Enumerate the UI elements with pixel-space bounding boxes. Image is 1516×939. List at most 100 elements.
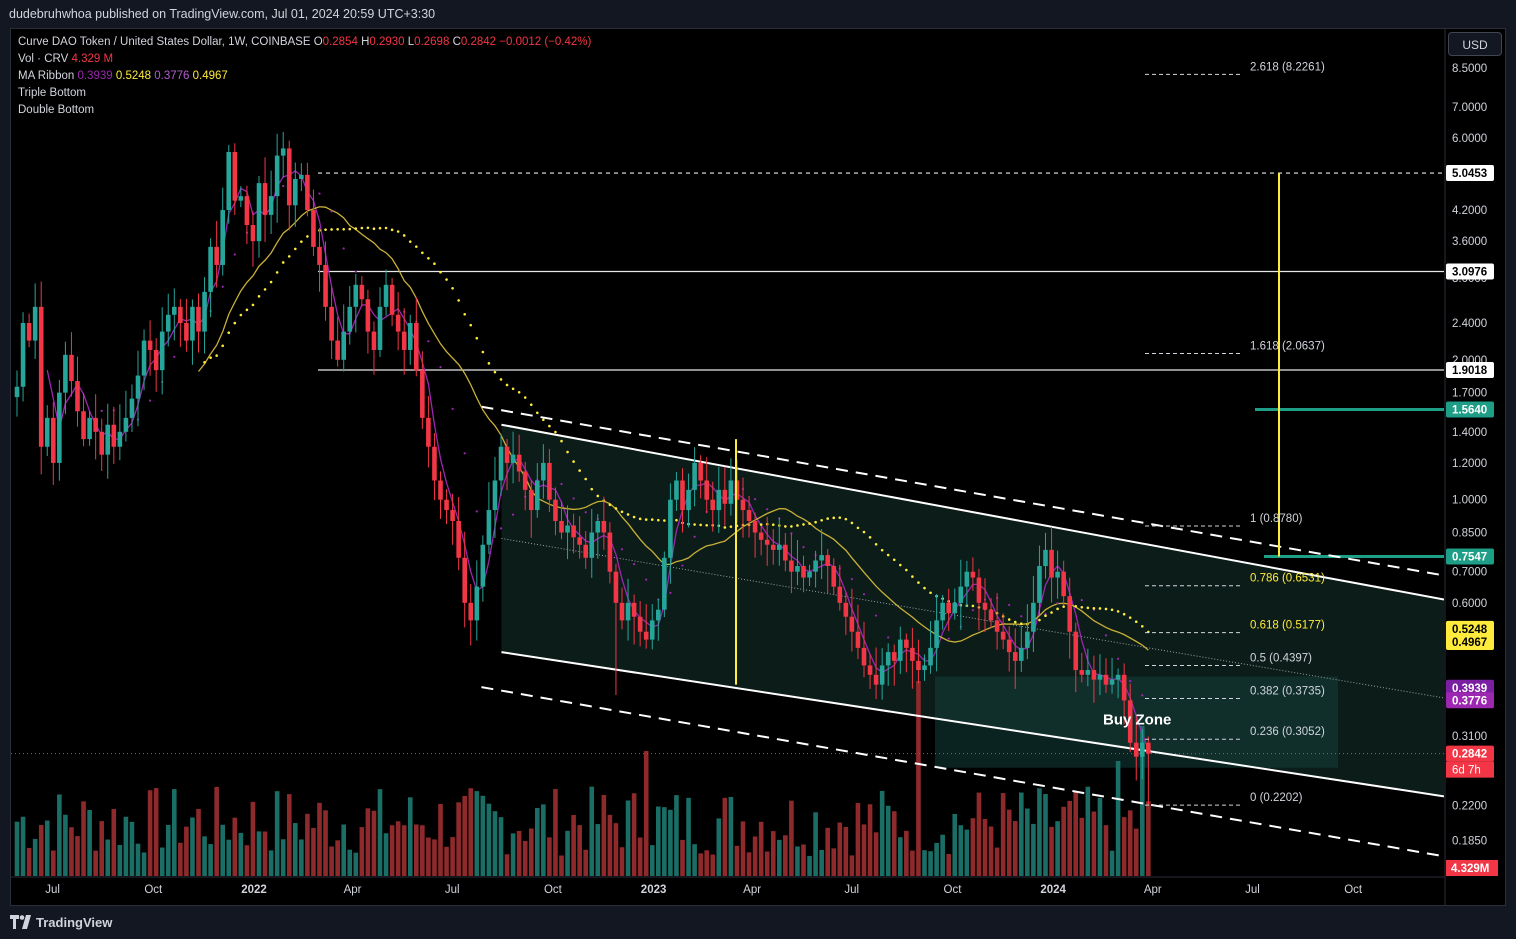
candle: [1079, 670, 1085, 675]
ma-ribbon-dot-4: [227, 331, 231, 335]
ma-ribbon-dot-4: [269, 280, 273, 284]
candle: [1025, 631, 1030, 648]
candle: [196, 306, 201, 332]
volume-bar: [244, 845, 250, 876]
volume-bar: [891, 811, 897, 876]
candle: [1073, 631, 1079, 671]
ma-ribbon-dot-4: [475, 336, 479, 340]
volume-bar: [450, 837, 455, 876]
y-axis-tick-label: 0.2200: [1452, 800, 1487, 812]
volume-bar: [32, 838, 38, 876]
ma-ribbon-dot-4: [620, 510, 624, 514]
legend-indicator-double-bottom[interactable]: Double Bottom: [18, 102, 591, 119]
volume-bar: [861, 824, 867, 876]
volume-bar: [559, 855, 564, 876]
fib-level-label: 1.618 (2.0637): [1250, 340, 1325, 352]
triple-bottom-label: Triple Bottom: [18, 87, 86, 99]
candle: [432, 446, 437, 481]
legend-indicator-triple-bottom[interactable]: Triple Bottom: [18, 85, 591, 102]
legend-ma-ribbon-row[interactable]: MA Ribbon 0.3939 0.5248 0.3776 0.4967: [18, 68, 591, 85]
ma-ribbon-dot-4: [1098, 607, 1102, 610]
volume-bar: [1115, 761, 1121, 876]
volume-bar: [601, 794, 607, 876]
ma-ribbon-dot-4: [451, 286, 454, 290]
candle: [680, 480, 685, 511]
volume-bar: [783, 835, 788, 876]
volume-bar: [202, 836, 207, 876]
x-axis-tick-label: Apr: [344, 884, 362, 896]
ma-ribbon-dot-4: [566, 450, 569, 454]
volume-bar: [305, 813, 310, 876]
candle: [153, 349, 159, 371]
candle: [692, 462, 697, 490]
volume-bar: [565, 830, 570, 876]
ma-ribbon-dot-4: [517, 390, 521, 394]
ma-ribbon-dot-4: [372, 227, 376, 231]
candle: [855, 631, 861, 648]
legend-volume-row[interactable]: Vol · CRV 4.329 M: [18, 51, 591, 68]
candle: [238, 196, 244, 201]
candle: [244, 196, 250, 226]
candle: [135, 375, 141, 399]
volume-bar: [849, 855, 855, 876]
volume-bar: [1085, 786, 1091, 876]
candle: [81, 411, 86, 440]
ma-ribbon-dot-4: [487, 362, 491, 365]
ma-ribbon-dot-4: [632, 515, 636, 519]
candle: [607, 532, 613, 572]
volume-bar: [595, 824, 601, 876]
ma-ribbon-dot-3: [173, 355, 176, 358]
candle: [547, 462, 552, 500]
candle: [32, 306, 38, 341]
ma-ribbon-dot-4: [1038, 618, 1041, 622]
candle: [553, 499, 558, 521]
candle: [752, 520, 758, 533]
ma-ribbon-value-1: 0.3939: [77, 70, 113, 82]
candle: [510, 454, 516, 463]
ma-ribbon-value-4: 0.4967: [192, 70, 228, 82]
candle: [468, 602, 474, 621]
level-tag-bg: [1446, 165, 1494, 182]
candle: [946, 602, 951, 614]
level-tag-bg: [1446, 401, 1494, 418]
ma-ribbon-dot-4: [759, 523, 763, 526]
legend-symbol-row[interactable]: Curve DAO Token / United States Dollar, …: [18, 34, 591, 51]
ma-ribbon-dot-4: [1092, 607, 1096, 610]
ma-ribbon-dot-3: [645, 578, 648, 581]
volume-bar: [607, 814, 613, 876]
volume-bar: [964, 829, 970, 876]
candle: [843, 602, 849, 617]
candle: [740, 499, 746, 511]
volume-bar: [105, 839, 111, 876]
low-value: 0.2698: [414, 36, 450, 48]
ma-ribbon-dot-3: [669, 591, 672, 594]
candle: [1000, 631, 1006, 640]
ma-ribbon-dot-3: [451, 407, 454, 411]
candle: [541, 462, 546, 481]
open-value: 0.2854: [322, 36, 358, 48]
x-axis-tick-label: Oct: [944, 884, 963, 896]
candle: [885, 652, 891, 666]
candle: [20, 323, 26, 387]
volume-bar: [807, 855, 812, 876]
volume-bar: [958, 825, 964, 876]
volume-bar: [111, 808, 117, 876]
bottom-bar: [0, 906, 1516, 939]
candle: [311, 210, 316, 247]
currency-button[interactable]: USD: [1448, 32, 1502, 56]
ma-ribbon-dot-4: [626, 513, 630, 516]
volume-tag: 4.329M: [1451, 863, 1489, 875]
candle: [93, 417, 98, 432]
volume-bar: [274, 791, 280, 876]
candle: [280, 148, 286, 156]
volume-bar: [946, 853, 951, 876]
volume-bar: [904, 830, 909, 876]
ma-ribbon-dot-3: [971, 609, 975, 612]
price-tag: 0.3939: [1452, 683, 1487, 695]
ma-ribbon-dot-4: [578, 469, 581, 472]
candle: [365, 299, 371, 332]
tradingview-logo[interactable]: TradingView: [10, 913, 112, 931]
volume-bar: [674, 795, 679, 876]
ma-ribbon-dot-4: [705, 523, 708, 527]
